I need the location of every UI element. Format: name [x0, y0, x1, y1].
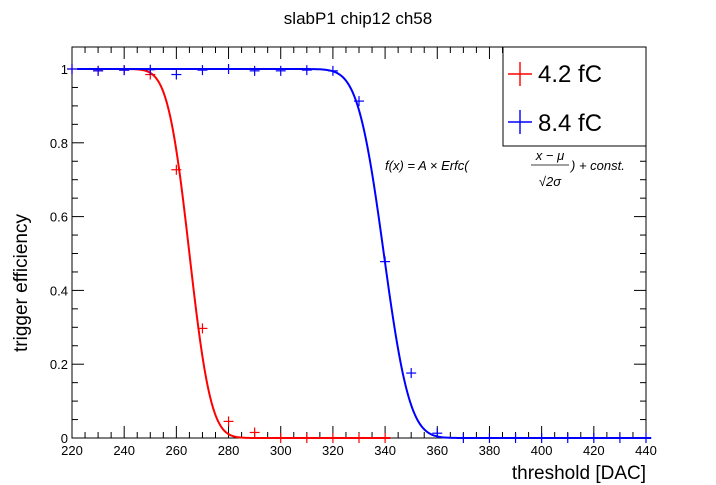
y-tick-label: 0.2: [50, 357, 68, 372]
x-tick-label: 280: [218, 443, 240, 458]
data-point-series-0: [275, 433, 286, 443]
data-point-series-1: [536, 433, 547, 443]
data-point-series-1: [275, 65, 286, 76]
data-point-series-1: [301, 65, 312, 76]
data-point-series-1: [93, 65, 104, 76]
y-axis-label: trigger efficiency: [11, 214, 32, 352]
fit-curve-series-0: [77, 68, 391, 439]
x-tick-label: 320: [322, 443, 344, 458]
legend-label-8-4fc: 8.4 fC: [538, 110, 602, 137]
y-tick-label: 0: [61, 431, 68, 446]
data-point-series-1: [458, 433, 469, 443]
data-point-series-0: [197, 323, 208, 334]
x-tick-label: 300: [270, 443, 292, 458]
data-point-series-1: [249, 65, 260, 76]
fit-formula: f(x) = A × Erfc( x − μ √2σ ) + const.: [385, 148, 625, 189]
data-point-series-1: [354, 96, 364, 107]
data-point-series-0: [301, 433, 312, 443]
data-point-series-1: [171, 69, 182, 80]
data-point-series-1: [223, 64, 234, 74]
legend: 4.2 fC 8.4 fC: [502, 46, 647, 147]
data-point-series-1: [510, 433, 521, 443]
data-point-series-1: [484, 433, 495, 443]
data-point-series-1: [588, 433, 599, 443]
data-point-series-0: [249, 427, 260, 438]
data-point-series-1: [67, 64, 77, 74]
x-tick-label: 440: [635, 443, 657, 458]
data-point-series-1: [327, 65, 338, 76]
fit-curves: [77, 68, 652, 439]
y-tick-label: 0.8: [50, 136, 68, 151]
data-point-series-1: [119, 65, 130, 76]
formula-denominator: √2σ: [539, 174, 562, 189]
y-tick-label: 1: [61, 62, 68, 77]
data-point-series-1: [380, 256, 391, 267]
x-tick-label: 260: [166, 443, 188, 458]
data-point-series-1: [406, 368, 417, 379]
x-tick-label: 220: [61, 443, 83, 458]
x-tick-label: 240: [113, 443, 135, 458]
x-tick-label: 400: [531, 443, 553, 458]
data-point-series-0: [354, 433, 364, 443]
data-markers: [67, 64, 651, 443]
formula-rhs: ) + const.: [569, 158, 625, 173]
chart-title: slabP1 chip12 ch58: [284, 9, 432, 28]
data-point-series-1: [614, 433, 625, 443]
x-tick-label: 340: [374, 443, 396, 458]
data-point-series-0: [223, 416, 234, 427]
formula-lhs: f(x) = A × Erfc(: [385, 158, 470, 173]
data-point-series-1: [197, 65, 208, 76]
data-point-series-0: [380, 433, 391, 443]
data-point-series-1: [432, 428, 443, 439]
x-tick-label: 360: [426, 443, 448, 458]
y-tick-label: 0.4: [50, 283, 68, 298]
data-point-series-1: [641, 433, 651, 443]
x-tick-label: 380: [479, 443, 501, 458]
formula-numerator: x − μ: [535, 148, 564, 163]
data-point-series-0: [327, 433, 338, 443]
legend-box: [502, 46, 647, 147]
y-tick-label: 0.6: [50, 210, 68, 225]
data-point-series-1: [562, 433, 573, 443]
data-point-series-0: [171, 164, 182, 175]
legend-label-4-2fc: 4.2 fC: [538, 61, 602, 88]
x-axis-label: threshold [DAC]: [512, 463, 646, 484]
data-point-series-1: [145, 64, 156, 75]
x-tick-label: 420: [583, 443, 605, 458]
fit-curve-series-1: [77, 68, 652, 439]
